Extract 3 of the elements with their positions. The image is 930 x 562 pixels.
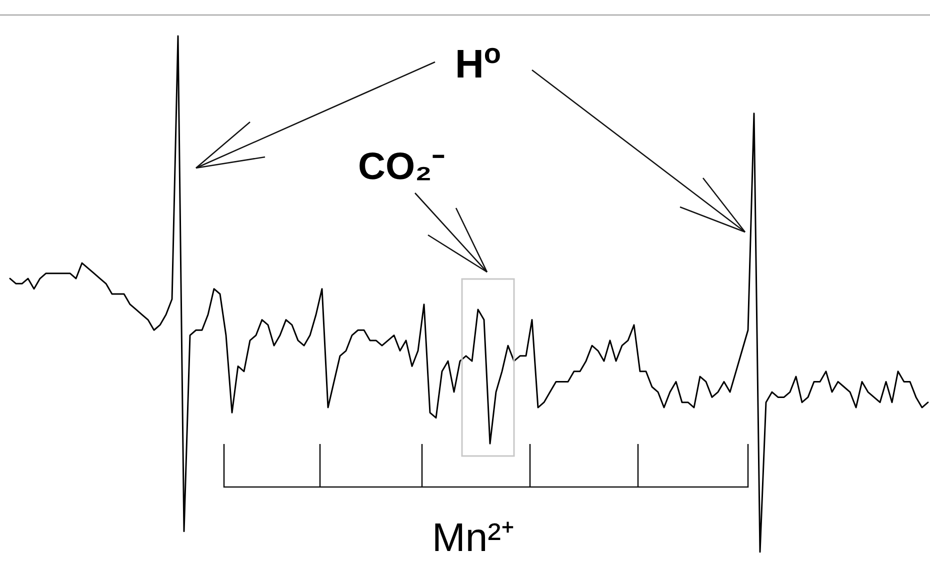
annotation: CO₂⁻ [358,146,445,188]
annotation: Mn²⁺ [432,516,515,560]
annotation: H$^{o}$ [455,38,501,86]
